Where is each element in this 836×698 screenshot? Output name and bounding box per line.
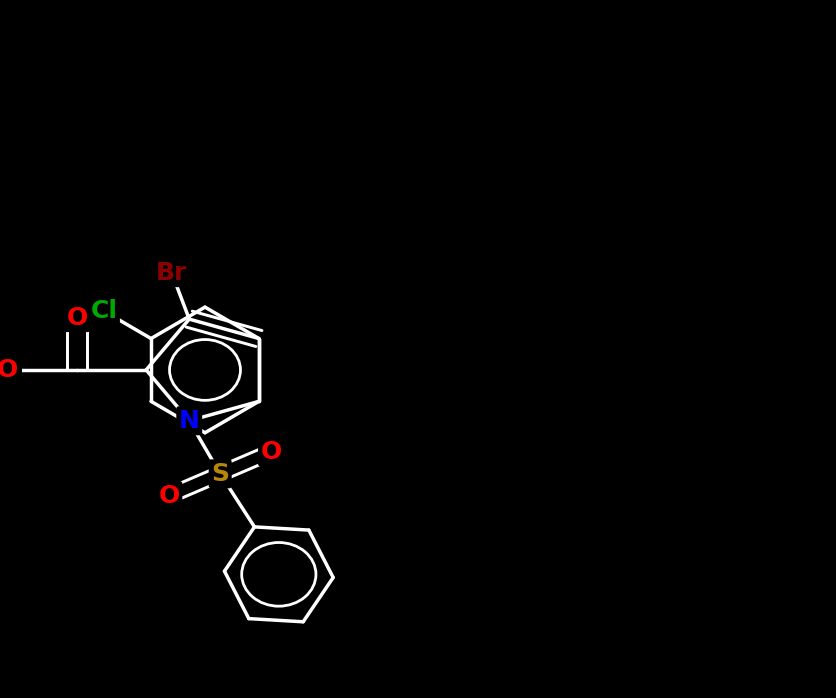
Text: N: N [179,409,200,433]
Text: O: O [0,358,18,382]
Text: O: O [66,306,88,329]
Text: S: S [212,462,229,486]
Text: O: O [159,484,180,507]
Text: Br: Br [156,260,187,285]
Text: Cl: Cl [90,299,117,323]
Text: O: O [261,440,282,464]
